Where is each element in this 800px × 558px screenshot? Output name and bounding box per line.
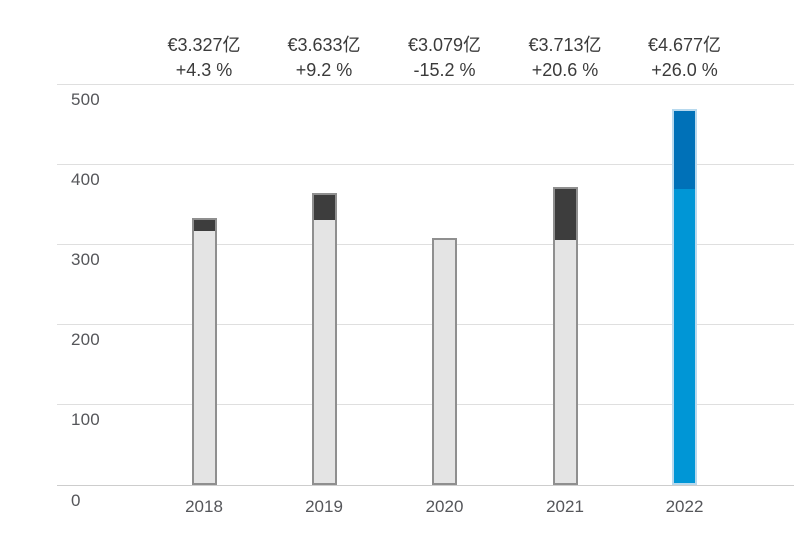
annotation-value: €3.327亿 <box>167 35 241 55</box>
x-axis-label-2021: 2021 <box>546 497 584 516</box>
annotation-2019: €3.633亿 +9.2 % <box>249 33 399 83</box>
y-axis-tick-label: 100 <box>71 410 100 430</box>
bar-2018 <box>191 217 217 486</box>
annotation-2020: €3.079亿 -15.2 % <box>370 33 520 83</box>
annotation-change: +26.0 % <box>651 60 718 80</box>
y-axis-tick-label: 200 <box>71 330 100 350</box>
x-axis-label-2020: 2020 <box>425 497 464 516</box>
gridline-500 <box>57 83 794 85</box>
y-axis-tick-label: 300 <box>71 249 100 269</box>
annotation-2022: €4.677亿 +26.0 % <box>610 33 760 83</box>
bar-2020 <box>432 237 457 486</box>
x-axis-label-2018: 2018 <box>185 497 223 516</box>
annotation-change: +20.6 % <box>531 60 599 80</box>
annotation-change: +4.3 % <box>175 60 233 80</box>
annotation-value: €3.713亿 <box>528 35 602 55</box>
bar-2021-gain-segment <box>554 188 576 240</box>
annotation-change: -15.2 % <box>413 60 476 80</box>
y-axis-tick-label: 500 <box>71 89 100 109</box>
bar-2019 <box>311 193 337 486</box>
bar-2022 <box>672 109 697 486</box>
bar-2018-gain-segment <box>193 219 215 231</box>
y-axis-tick-label: 400 <box>71 169 100 189</box>
x-axis-label-2019: 2019 <box>305 497 343 516</box>
x-axis-label-2022: 2022 <box>665 497 704 516</box>
annotation-value: €3.633亿 <box>287 35 361 55</box>
annotation-2018: €3.327亿 +4.3 % <box>129 33 279 83</box>
bar-2021 <box>552 186 578 486</box>
annotation-change: +9.2 % <box>295 60 353 80</box>
bar-2019-gain-segment <box>313 195 335 220</box>
y-axis-tick-label: 0 <box>71 490 81 510</box>
annotation-2021: €3.713亿 +20.6 % <box>490 33 640 83</box>
annotation-value: €3.079亿 <box>407 35 482 55</box>
annotation-value: €4.677亿 <box>647 35 722 55</box>
bar-2022-gain-segment <box>674 111 695 189</box>
